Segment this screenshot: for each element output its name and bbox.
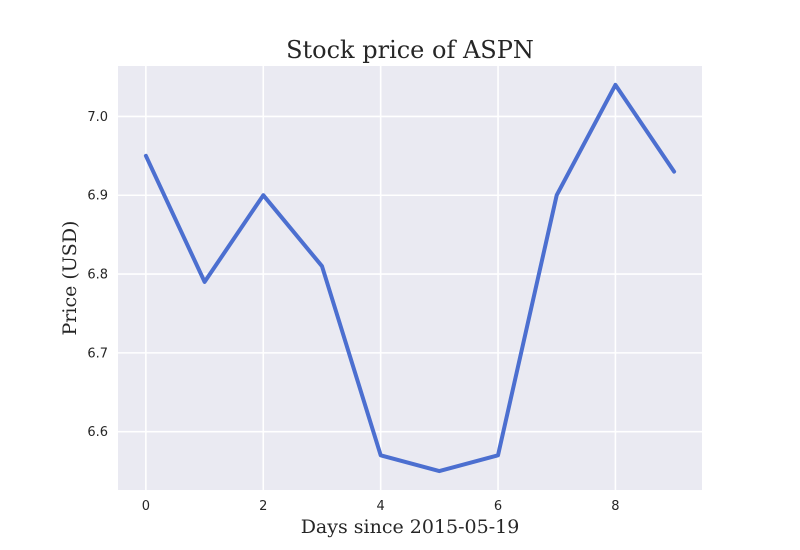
x-tick-label: 6 — [494, 499, 502, 514]
y-tick-label: 7.0 — [87, 110, 108, 125]
chart-title: Stock price of ASPN — [286, 36, 534, 64]
y-tick-labels: 6.6 6.7 6.8 6.9 7.0 — [87, 110, 108, 440]
x-axis-label: Days since 2015-05-19 — [301, 516, 520, 538]
y-tick-label: 6.7 — [87, 346, 108, 361]
x-tick-labels: 0 2 4 6 8 — [142, 499, 620, 514]
y-tick-label: 6.9 — [87, 189, 108, 204]
y-tick-label: 6.6 — [87, 425, 108, 440]
price-line — [143, 82, 677, 474]
y-tick-label: 6.8 — [87, 268, 108, 283]
x-tick-label: 2 — [259, 499, 267, 514]
x-tick-label: 0 — [142, 499, 150, 514]
grid-lines — [118, 66, 702, 490]
y-axis-label: Price (USD) — [59, 221, 81, 336]
x-tick-label: 8 — [611, 499, 619, 514]
x-tick-label: 4 — [377, 499, 385, 514]
plot-area — [118, 66, 702, 490]
